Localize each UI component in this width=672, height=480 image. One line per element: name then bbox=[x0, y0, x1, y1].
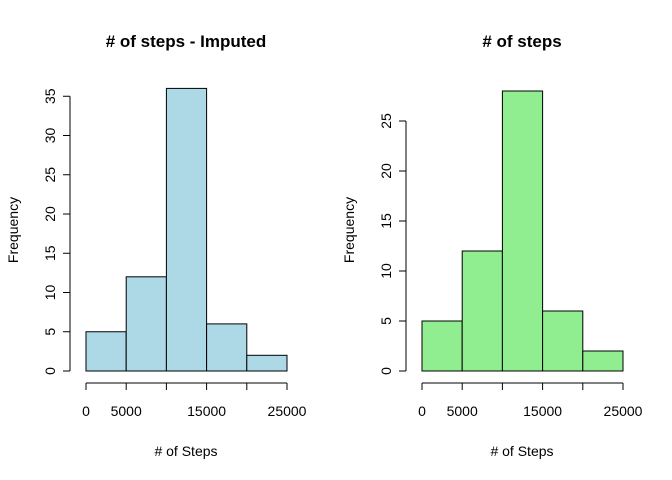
y-tick-label: 5 bbox=[42, 328, 58, 336]
histogram-bar bbox=[125, 276, 167, 372]
histogram-bar bbox=[246, 354, 288, 372]
x-tick-label: 0 bbox=[418, 403, 426, 419]
x-axis-label: # of Steps bbox=[490, 443, 553, 459]
x-tick-label: 25000 bbox=[268, 403, 307, 419]
histogram-bar bbox=[501, 90, 544, 372]
y-tick-label: 20 bbox=[378, 163, 394, 179]
x-tick-label: 5000 bbox=[111, 403, 142, 419]
chart-title: # of steps bbox=[482, 32, 561, 51]
y-axis-label: Frequency bbox=[5, 197, 21, 263]
histogram-bar bbox=[206, 323, 248, 372]
x-axis: 0 5000 15000 25000 bbox=[418, 382, 643, 419]
y-tick-label: 25 bbox=[378, 113, 394, 129]
y-axis: 0 5 10 15 20 25 30 35 bbox=[42, 88, 71, 375]
x-axis-label: # of Steps bbox=[154, 443, 217, 459]
y-tick-label: 15 bbox=[42, 245, 58, 261]
x-tick-label: 25000 bbox=[604, 403, 643, 419]
y-tick-label: 0 bbox=[42, 367, 58, 375]
y-tick-label: 10 bbox=[378, 263, 394, 279]
x-tick-label: 15000 bbox=[523, 403, 562, 419]
y-tick-label: 25 bbox=[42, 167, 58, 183]
y-tick-label: 5 bbox=[378, 317, 394, 325]
histogram-imputed: # of steps - Imputed # of Steps Frequenc… bbox=[5, 32, 307, 459]
histogram-bar bbox=[421, 320, 463, 372]
y-axis-label: Frequency bbox=[341, 197, 357, 263]
y-tick-label: 15 bbox=[378, 213, 394, 229]
x-tick-label: 5000 bbox=[447, 403, 478, 419]
histogram-bar bbox=[165, 87, 208, 372]
y-tick-label: 30 bbox=[42, 128, 58, 144]
histogram-bar bbox=[582, 350, 624, 372]
histogram-bar bbox=[85, 331, 127, 372]
y-tick-label: 35 bbox=[42, 88, 58, 104]
y-tick-label: 10 bbox=[42, 285, 58, 301]
y-tick-label: 20 bbox=[42, 206, 58, 222]
bars bbox=[85, 87, 288, 372]
y-tick-label: 0 bbox=[378, 367, 394, 375]
x-tick-label: 15000 bbox=[187, 403, 226, 419]
bars bbox=[421, 90, 624, 372]
histogram-bar bbox=[542, 310, 584, 372]
histogram-raw: # of steps # of Steps Frequency 0 5000 150… bbox=[341, 32, 643, 459]
y-axis: 0 5 10 15 20 25 bbox=[378, 113, 407, 375]
chart-title: # of steps - Imputed bbox=[106, 32, 267, 51]
x-tick-label: 0 bbox=[82, 403, 90, 419]
x-axis: 0 5000 15000 25000 bbox=[82, 382, 307, 419]
histogram-bar bbox=[461, 250, 503, 372]
